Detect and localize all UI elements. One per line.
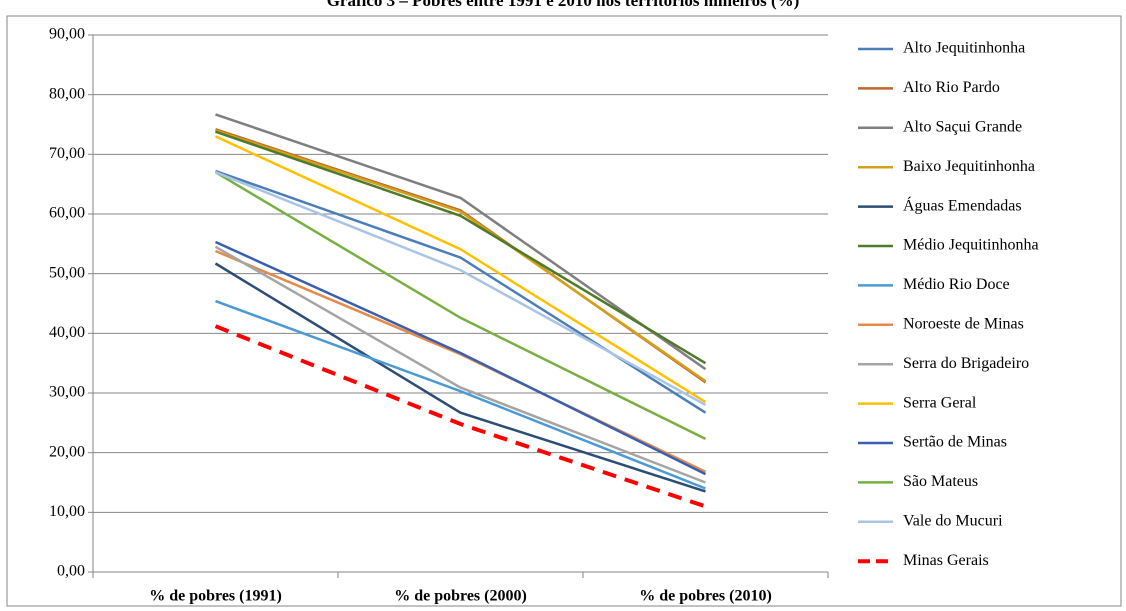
x-tick-label: % de pobres (2000) — [394, 588, 527, 605]
series-line — [215, 299, 706, 490]
series-line — [214, 262, 706, 493]
series-line — [214, 245, 706, 484]
series-line — [215, 171, 707, 406]
legend-label: Alto Jequitinhonha — [903, 40, 1025, 57]
series-line — [215, 130, 707, 365]
legend-label: Médio Jequitinhonha — [903, 237, 1039, 254]
y-tick-label: 40,00 — [49, 324, 85, 341]
y-tick-label: 50,00 — [49, 264, 85, 281]
legend-label: Vale do Mucuri — [903, 512, 1003, 529]
legend-label: Alto Rio Pardo — [903, 79, 1000, 96]
series-line — [215, 113, 707, 371]
legend-label: Alto Saçui Grande — [903, 118, 1022, 135]
series-line — [215, 128, 707, 384]
series-line — [214, 171, 707, 441]
legend-label: Serra Geral — [903, 394, 977, 411]
series-line — [215, 129, 707, 383]
series-line — [214, 135, 707, 404]
chart-title: Gráfico 3 – Pobres entre 1991 e 2010 nos… — [327, 0, 800, 10]
series-line — [214, 324, 707, 509]
x-tick-label: % de pobres (1991) — [149, 588, 282, 605]
series-line — [215, 169, 707, 414]
legend-label: Águas Emendadas — [903, 195, 1022, 214]
legend-label: Baixo Jequitinhonha — [903, 158, 1035, 175]
series-line — [214, 240, 707, 476]
y-tick-label: 20,00 — [49, 443, 85, 460]
y-tick-label: 60,00 — [49, 205, 85, 222]
legend-label: São Mateus — [903, 473, 978, 490]
x-tick-label: % de pobres (2010) — [639, 588, 772, 605]
legend-label: Minas Gerais — [903, 552, 989, 569]
y-tick-label: 30,00 — [49, 384, 85, 401]
legend-label: Médio Rio Doce — [903, 276, 1010, 293]
y-tick-label: 0,00 — [57, 563, 85, 580]
y-tick-label: 70,00 — [49, 145, 85, 162]
legend-label: Sertão de Minas — [903, 434, 1007, 451]
chart-border — [6, 15, 1122, 607]
y-tick-label: 80,00 — [49, 85, 85, 102]
legend-label: Serra do Brigadeiro — [903, 355, 1029, 372]
y-tick-label: 10,00 — [49, 503, 85, 520]
legend-label: Noroeste de Minas — [903, 315, 1024, 332]
y-tick-label: 90,00 — [49, 26, 85, 43]
